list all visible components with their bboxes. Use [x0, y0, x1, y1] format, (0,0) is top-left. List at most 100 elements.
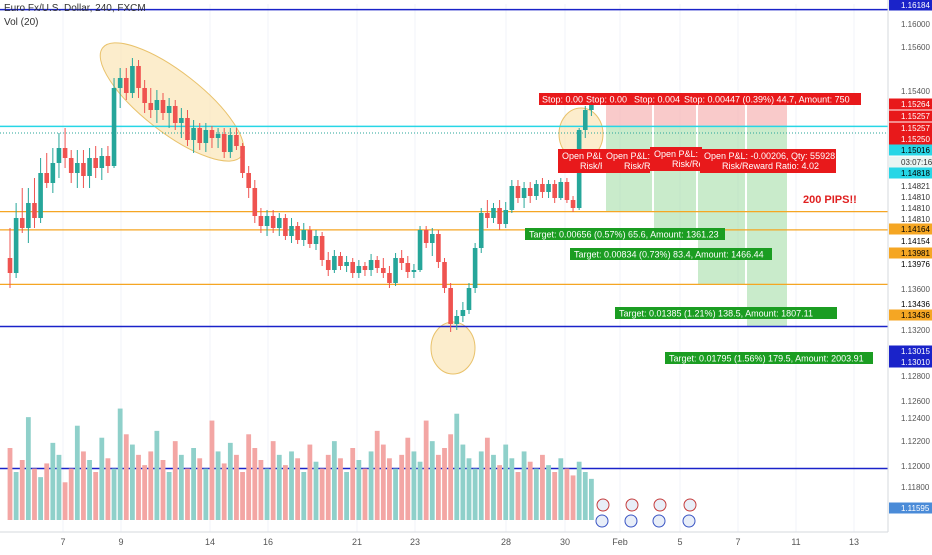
volume-bar	[240, 472, 245, 520]
candle-body	[540, 184, 545, 192]
price-tag: 1.15250	[901, 135, 930, 144]
risk-reward-label: Risk/Re	[672, 159, 704, 169]
candle-body	[264, 216, 270, 226]
price-scale-tick: 1.16000	[901, 20, 930, 29]
candle-body	[142, 88, 147, 103]
volume-bar	[448, 434, 454, 520]
stop-label: Stop: 0.00447 (0.39%) 44.7, Amount: 750	[684, 95, 850, 105]
volume-bar	[25, 417, 31, 520]
candle-body	[32, 203, 37, 218]
economic-event-icon	[624, 514, 638, 528]
candle-body	[87, 158, 92, 176]
volume-bar	[221, 463, 227, 520]
volume-bar	[436, 454, 441, 520]
pnl-label: Open P&L:	[606, 151, 650, 161]
price-tag-bg	[889, 167, 932, 179]
time-axis-tick: 9	[118, 537, 123, 547]
candle-body	[215, 134, 221, 138]
target-label: Target: 0.01385 (1.21%) 138.5, Amount: 1…	[619, 309, 813, 319]
price-tag-bg	[889, 202, 932, 214]
price-tag-bg	[889, 98, 932, 110]
candle-body	[130, 66, 135, 93]
volume-bar	[374, 430, 380, 520]
volume-bar	[546, 465, 551, 520]
target-label-bg	[570, 248, 772, 260]
volume-bar	[527, 461, 533, 520]
volume-bar	[142, 465, 148, 520]
candle-body	[564, 182, 570, 200]
economic-event-icon	[652, 514, 666, 528]
candle-body	[166, 106, 172, 113]
risk-reward-label: Risk/R	[624, 161, 651, 171]
candle-body	[50, 163, 56, 183]
candle-body	[534, 184, 539, 196]
price-tag-bg	[889, 144, 932, 156]
volume-bar	[484, 437, 490, 520]
volume-bar	[62, 482, 68, 520]
volume-bar	[423, 420, 429, 520]
candle-body	[62, 148, 68, 158]
price-tag: 1.14810	[901, 193, 930, 202]
time-axis-tick: 16	[263, 537, 273, 547]
price-tag: 1.15264	[901, 100, 930, 109]
volume-bar	[576, 461, 582, 520]
candle-body	[38, 173, 43, 218]
candle-body	[44, 173, 50, 183]
time-axis-tick: 7	[60, 537, 65, 547]
candle-body	[191, 128, 196, 140]
risk-reward-label: Risk/Reward Ratio: 4.02	[722, 161, 819, 171]
volume-bar	[68, 468, 74, 520]
price-tag-bg	[889, 247, 932, 259]
time-axis-tick: 23	[410, 537, 420, 547]
price-scale-tick: 1.11800	[901, 483, 930, 492]
time-axis-tick: 7	[735, 537, 740, 547]
annotation-text: 200 PIPS!!	[803, 194, 857, 206]
price-tag: 1.15016	[901, 146, 930, 155]
price-tag: 1.16184	[901, 1, 930, 10]
time-axis-tick: 5	[677, 537, 682, 547]
volume-bar	[38, 477, 43, 520]
candle-body	[99, 156, 105, 168]
chart-title: Euro Fx/U.S. Dollar, 240, FXCM	[4, 3, 146, 14]
volume-bar	[442, 448, 447, 520]
candle-body	[75, 163, 80, 173]
price-axis	[888, 0, 932, 550]
ellipse-shape	[99, 42, 245, 162]
volume-bar	[166, 472, 172, 520]
time-axis-tick: 28	[501, 537, 511, 547]
stop-label-bg	[583, 93, 631, 105]
price-tag-bg	[889, 502, 932, 514]
ellipse-shape	[430, 321, 476, 375]
volume-bar	[160, 460, 166, 520]
volume-bar	[368, 451, 374, 520]
price-tag: 1.13976	[901, 260, 930, 269]
time-axis-tick: 13	[849, 537, 859, 547]
candle-body	[399, 258, 404, 263]
price-scale-tick: 1.12000	[901, 462, 930, 471]
time-axis-tick: 11	[791, 537, 800, 547]
volume-bar	[362, 468, 368, 520]
volume-bar	[570, 475, 576, 520]
candle-body	[466, 288, 472, 310]
volume-bar	[454, 413, 460, 520]
volume-bar	[87, 460, 92, 520]
price-tag: 1.14154	[901, 237, 930, 246]
volume-bar	[13, 472, 19, 520]
time-axis-tick: Feb	[612, 537, 628, 547]
volume-bar	[356, 460, 362, 520]
candle-body	[81, 163, 86, 176]
stop-label-bg	[681, 93, 861, 105]
volume-bar	[74, 425, 80, 520]
candle-body	[497, 208, 502, 224]
candle-body	[472, 248, 478, 288]
volume-bar	[497, 465, 502, 520]
candle-body	[307, 230, 313, 244]
volume-bar	[313, 461, 319, 520]
candle-body	[105, 156, 111, 166]
volume-bar	[117, 408, 123, 520]
volume-bar	[589, 478, 594, 520]
volume-bar	[564, 468, 570, 520]
risk-reward-label: Risk/R	[580, 161, 607, 171]
